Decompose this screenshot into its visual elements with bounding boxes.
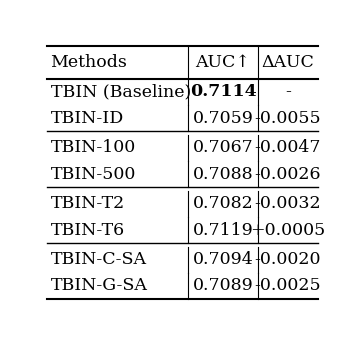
Text: -0.0032: -0.0032 <box>255 195 321 212</box>
Text: -: - <box>285 83 291 101</box>
Text: TBIN-T6: TBIN-T6 <box>51 222 125 239</box>
Text: -0.0020: -0.0020 <box>255 251 321 268</box>
Text: 0.7059: 0.7059 <box>193 110 253 127</box>
Text: TBIN-C-SA: TBIN-C-SA <box>51 251 147 268</box>
Text: -0.0047: -0.0047 <box>255 139 321 156</box>
Text: -0.0026: -0.0026 <box>255 166 321 183</box>
Text: 0.7089: 0.7089 <box>193 277 253 294</box>
Text: +0.0005: +0.0005 <box>250 222 325 239</box>
Text: ΔAUC: ΔAUC <box>261 54 314 71</box>
Text: 0.7114: 0.7114 <box>190 83 256 101</box>
Text: TBIN-T2: TBIN-T2 <box>51 195 125 212</box>
Text: Methods: Methods <box>51 54 127 71</box>
Text: 0.7088: 0.7088 <box>193 166 253 183</box>
Text: -0.0055: -0.0055 <box>255 110 321 127</box>
Text: 0.7119: 0.7119 <box>193 222 253 239</box>
Text: -0.0025: -0.0025 <box>255 277 321 294</box>
Text: TBIN-500: TBIN-500 <box>51 166 136 183</box>
Text: TBIN (Baseline): TBIN (Baseline) <box>51 83 191 101</box>
Text: TBIN-100: TBIN-100 <box>51 139 136 156</box>
Text: AUC↑: AUC↑ <box>195 54 250 71</box>
Text: 0.7082: 0.7082 <box>193 195 253 212</box>
Text: TBIN-ID: TBIN-ID <box>51 110 124 127</box>
Text: 0.7067: 0.7067 <box>193 139 253 156</box>
Text: TBIN-G-SA: TBIN-G-SA <box>51 277 147 294</box>
Text: 0.7094: 0.7094 <box>193 251 253 268</box>
